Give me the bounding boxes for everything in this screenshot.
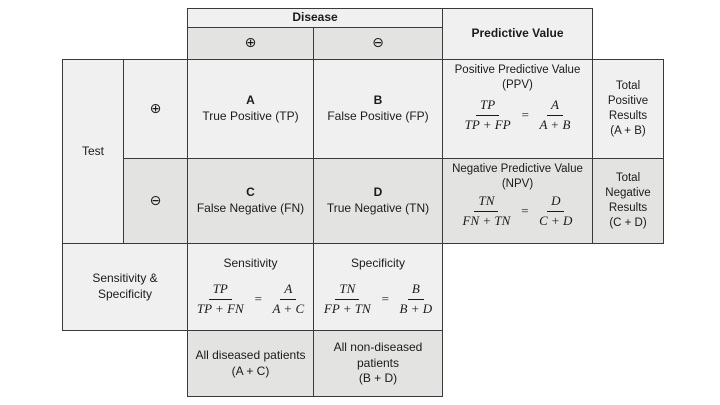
- npv-den-left: FN + TN: [462, 213, 511, 229]
- equals-sign: =: [520, 203, 530, 219]
- sensitivity-title: Sensitivity: [223, 255, 278, 270]
- all-non-diseased-line2: patients: [356, 355, 400, 370]
- ppv-title: Positive Predictive Value: [454, 64, 581, 76]
- total-positive-line4: (A + B): [610, 125, 646, 138]
- specificity-den-left: FP + TN: [323, 301, 371, 317]
- total-negative-line4: (C + D): [609, 217, 647, 230]
- npv-den-right: C + D: [539, 213, 573, 229]
- disease-header-label: Disease: [292, 10, 338, 25]
- specificity-fraction-right: B B + D: [396, 281, 437, 318]
- specificity-cell: Specificity TN FP + TN = B B + D: [313, 243, 443, 331]
- cell-false-negative: C False Negative (FN): [187, 158, 314, 244]
- specificity-formula: TN FP + TN = B B + D: [320, 281, 436, 318]
- sensitivity-cell: Sensitivity TP TP + FN = A A + C: [187, 243, 314, 331]
- cell-true-negative: D True Negative (TN): [313, 158, 443, 244]
- cell-c-name: False Negative (FN): [196, 201, 305, 215]
- specificity-num-right: B: [407, 281, 424, 301]
- circled-plus-icon: ⊕: [244, 35, 257, 52]
- specificity-num-left: TN: [335, 281, 360, 301]
- cell-a-name: True Positive (TP): [202, 109, 299, 123]
- predictive-value-header-cell: Predictive Value: [442, 8, 593, 60]
- all-diseased-patients-cell: All diseased patients (A + C): [187, 330, 314, 397]
- disease-header-cell-span: Disease: [187, 8, 443, 28]
- sensitivity-fraction-left: TP TP + FN: [193, 281, 248, 318]
- circled-minus-icon: ⊖: [372, 35, 384, 52]
- cell-b-letter: B: [373, 93, 383, 108]
- total-negative-results-cell: Total Negative Results (C + D): [592, 158, 664, 244]
- cell-d-name: True Negative (TN): [326, 201, 430, 215]
- sensitivity-den-right: A + C: [272, 301, 305, 317]
- total-negative-line1: Total: [615, 171, 641, 184]
- sensitivity-fraction-right: A A + C: [268, 281, 308, 318]
- specificity-title: Specificity: [350, 255, 406, 270]
- total-negative-line3: Results: [608, 202, 648, 214]
- sens-spec-label-line1: Sensitivity &: [92, 271, 158, 286]
- circled-minus-icon: ⊖: [149, 192, 162, 209]
- npv-fraction-right: D C + D: [535, 193, 576, 230]
- equals-sign: =: [520, 107, 530, 123]
- npv-title: Negative Predictive Value: [452, 163, 583, 175]
- all-non-diseased-line3: (B + D): [358, 371, 398, 386]
- npv-num-right: D: [547, 193, 565, 213]
- cell-c-letter: C: [246, 185, 255, 200]
- all-non-diseased-patients-cell: All non-diseased patients (B + D): [313, 330, 443, 397]
- total-negative-line2: Negative: [605, 186, 651, 199]
- circled-plus-icon: ⊕: [149, 100, 162, 117]
- sens-spec-label-line2: Specificity: [97, 287, 153, 301]
- total-positive-line3: Results: [608, 110, 648, 122]
- equals-sign: =: [253, 291, 263, 307]
- specificity-fraction-left: TN FP + TN: [320, 281, 375, 318]
- total-positive-results-cell: Total Positive Results (A + B): [592, 59, 664, 159]
- all-non-diseased-line1: All non-diseased: [333, 340, 423, 355]
- sensitivity-num-right: A: [280, 281, 297, 301]
- npv-cell: Negative Predictive Value (NPV) TN FN + …: [442, 158, 593, 244]
- cell-true-positive: A True Positive (TP): [187, 59, 314, 159]
- specificity-den-right: B + D: [399, 301, 433, 317]
- test-label-cell: Test: [62, 59, 124, 244]
- disease-negative-header-cell: ⊖: [313, 27, 443, 60]
- sensitivity-den-left: TP + FN: [196, 301, 244, 317]
- sensitivity-num-left: TP: [208, 281, 232, 301]
- test-negative-cell: ⊖: [123, 158, 188, 244]
- ppv-den-left: TP + FP: [464, 117, 511, 133]
- test-label: Test: [81, 143, 104, 158]
- equals-sign: =: [380, 291, 390, 307]
- all-diseased-line1: All diseased patients: [195, 347, 306, 362]
- disease-positive-header-cell: ⊕: [187, 27, 314, 60]
- ppv-cell: Positive Predictive Value (PPV) TP TP + …: [442, 59, 593, 159]
- ppv-fraction-right: A A + B: [535, 97, 574, 134]
- sensitivity-formula: TP TP + FN = A A + C: [193, 281, 308, 318]
- cell-a-letter: A: [246, 93, 255, 108]
- npv-fraction-left: TN FN + TN: [459, 193, 515, 230]
- ppv-num-right: A: [546, 97, 563, 117]
- npv-abbr: (NPV): [501, 178, 534, 191]
- ppv-num-left: TP: [476, 97, 500, 117]
- npv-num-left: TN: [474, 193, 499, 213]
- predictive-value-header-label: Predictive Value: [471, 26, 564, 41]
- ppv-fraction-left: TP TP + FP: [461, 97, 515, 134]
- cell-d-letter: D: [373, 185, 383, 200]
- cell-b-name: False Positive (FP): [327, 109, 429, 123]
- ppv-formula: TP TP + FP = A A + B: [461, 97, 575, 134]
- total-positive-line1: Total: [615, 79, 641, 92]
- ppv-abbr: (PPV): [502, 79, 533, 92]
- all-diseased-line2: (A + C): [231, 363, 270, 378]
- sensitivity-specificity-label-cell: Sensitivity & Specificity: [62, 243, 188, 331]
- ppv-den-right: A + B: [539, 117, 571, 133]
- npv-formula: TN FN + TN = D C + D: [459, 193, 577, 230]
- cell-false-positive: B False Positive (FP): [313, 59, 443, 159]
- test-positive-cell: ⊕: [123, 59, 188, 159]
- total-positive-line2: Positive: [607, 94, 649, 107]
